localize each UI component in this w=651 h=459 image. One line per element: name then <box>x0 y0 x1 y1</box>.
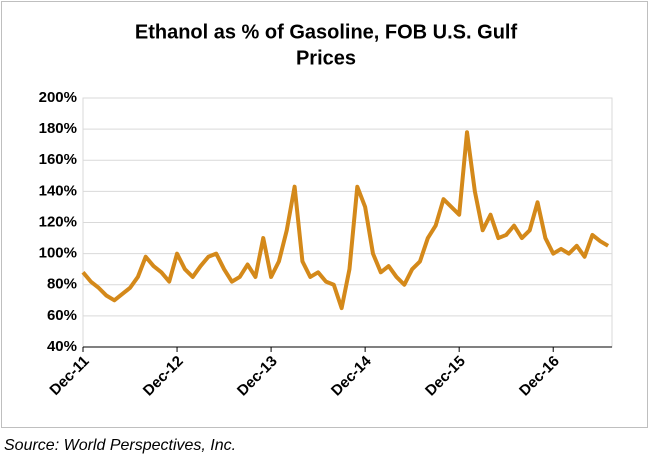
source-note: Source: World Perspectives, Inc. <box>4 437 236 454</box>
y-tick-label: 60% <box>47 307 77 324</box>
y-tick-label: 200% <box>39 89 77 106</box>
y-tick-label: 100% <box>39 245 77 262</box>
data-line <box>81 130 610 311</box>
y-tick-label: 40% <box>47 338 77 355</box>
chart-title: Ethanol as % of Gasoline, FOB U.S. Gulf <box>135 21 518 43</box>
y-tick-label: 160% <box>39 151 77 168</box>
y-tick-label: 140% <box>39 182 77 199</box>
y-tick-label: 120% <box>39 213 77 230</box>
y-tick-label: 80% <box>47 276 77 293</box>
y-tick-label: 180% <box>39 120 77 137</box>
chart-title: Prices <box>296 47 356 69</box>
